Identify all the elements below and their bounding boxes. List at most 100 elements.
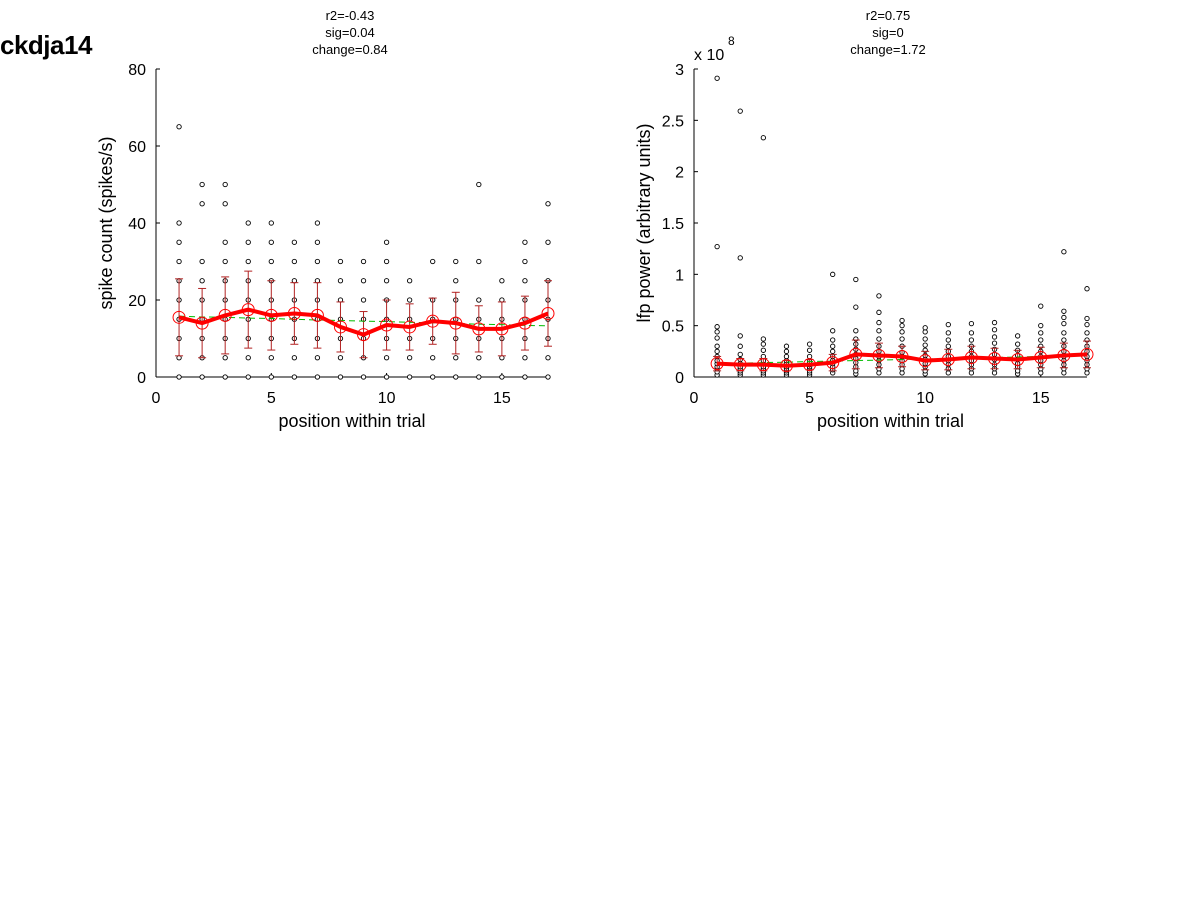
y-tick-label: 2 bbox=[675, 165, 684, 182]
data-point bbox=[268, 374, 274, 380]
data-point bbox=[245, 239, 251, 245]
data-point bbox=[383, 374, 390, 380]
stat-annotation: r2=0.75 bbox=[866, 8, 910, 23]
data-point bbox=[406, 355, 413, 361]
data-point bbox=[383, 239, 390, 245]
data-point bbox=[522, 374, 528, 380]
data-point bbox=[876, 336, 882, 342]
y-tick-label: 0 bbox=[675, 370, 684, 387]
data-point bbox=[1061, 330, 1067, 336]
data-point bbox=[806, 353, 813, 360]
data-point bbox=[245, 355, 251, 361]
data-point bbox=[922, 342, 928, 348]
mean-marker bbox=[849, 347, 863, 361]
data-point bbox=[830, 271, 836, 277]
data-point bbox=[222, 355, 228, 361]
mean-marker bbox=[710, 357, 724, 371]
y-tick-label: 3 bbox=[675, 62, 684, 79]
data-point bbox=[522, 278, 528, 284]
data-point bbox=[830, 343, 836, 349]
data-point bbox=[199, 278, 205, 284]
data-point bbox=[830, 348, 836, 354]
data-point bbox=[222, 374, 228, 380]
x-tick-label: 10 bbox=[916, 390, 934, 407]
data-point bbox=[222, 239, 228, 245]
data-point bbox=[945, 337, 951, 343]
data-point bbox=[899, 323, 905, 329]
data-point bbox=[1084, 315, 1090, 322]
data-point bbox=[714, 335, 720, 341]
mean-line bbox=[717, 352, 1088, 368]
stat-annotation: sig=0 bbox=[872, 25, 903, 40]
y-tick-label: 0 bbox=[137, 370, 146, 387]
data-point bbox=[760, 341, 767, 347]
data-point bbox=[360, 374, 367, 380]
mean-marker bbox=[895, 349, 909, 363]
data-point bbox=[406, 278, 413, 284]
data-point bbox=[922, 325, 928, 331]
data-point bbox=[430, 258, 436, 265]
data-point bbox=[268, 220, 274, 226]
data-point bbox=[383, 278, 390, 284]
data-point bbox=[806, 347, 813, 353]
data-point bbox=[337, 355, 344, 361]
data-point bbox=[714, 348, 720, 354]
data-point bbox=[268, 258, 274, 265]
data-point bbox=[476, 258, 482, 265]
data-point bbox=[760, 347, 767, 353]
y-exponent-label: x 10 bbox=[694, 47, 724, 64]
data-point bbox=[968, 320, 975, 327]
data-point bbox=[337, 278, 344, 284]
mean-marker bbox=[310, 308, 324, 322]
data-point bbox=[430, 374, 436, 380]
data-point bbox=[991, 319, 998, 326]
data-point bbox=[360, 297, 367, 303]
data-point bbox=[1038, 303, 1044, 309]
y-tick-label: 1 bbox=[675, 267, 684, 284]
fit-line bbox=[179, 315, 549, 327]
data-point bbox=[176, 220, 182, 226]
data-point bbox=[383, 355, 390, 361]
mean-marker bbox=[472, 322, 486, 336]
data-point bbox=[222, 258, 228, 265]
data-point bbox=[406, 297, 413, 303]
mean-marker bbox=[541, 306, 555, 320]
y-tick-label: 0.5 bbox=[662, 319, 684, 336]
data-point bbox=[737, 333, 743, 339]
data-point bbox=[714, 343, 720, 349]
mean-marker bbox=[403, 320, 417, 334]
data-point bbox=[176, 124, 182, 130]
figure-title: ckdja14 bbox=[0, 30, 92, 60]
mean-marker bbox=[872, 348, 886, 362]
data-point bbox=[199, 181, 205, 188]
data-point bbox=[406, 374, 413, 380]
data-point bbox=[945, 330, 951, 336]
data-point bbox=[199, 374, 205, 380]
data-point bbox=[453, 258, 459, 265]
data-point bbox=[830, 328, 836, 334]
data-point bbox=[268, 355, 274, 361]
data-point bbox=[383, 258, 390, 265]
x-tick-label: 15 bbox=[493, 390, 511, 407]
data-point bbox=[991, 340, 998, 346]
data-point bbox=[476, 355, 482, 361]
data-point bbox=[337, 258, 344, 265]
data-point bbox=[476, 374, 482, 380]
data-point bbox=[314, 374, 321, 380]
x-tick-label: 0 bbox=[152, 390, 161, 407]
mean-marker bbox=[518, 316, 532, 330]
data-point bbox=[714, 324, 720, 330]
mean-marker bbox=[826, 356, 840, 370]
y-tick-label: 2.5 bbox=[662, 113, 684, 130]
data-point bbox=[176, 374, 182, 380]
y-tick-label: 1.5 bbox=[662, 216, 684, 233]
data-point bbox=[1014, 333, 1021, 339]
data-point bbox=[545, 201, 551, 207]
data-point bbox=[291, 258, 298, 265]
data-point bbox=[1038, 337, 1044, 343]
data-point bbox=[760, 135, 767, 141]
x-axis-label: position within trial bbox=[817, 411, 964, 431]
mean-marker bbox=[333, 320, 347, 334]
data-point bbox=[783, 343, 790, 349]
